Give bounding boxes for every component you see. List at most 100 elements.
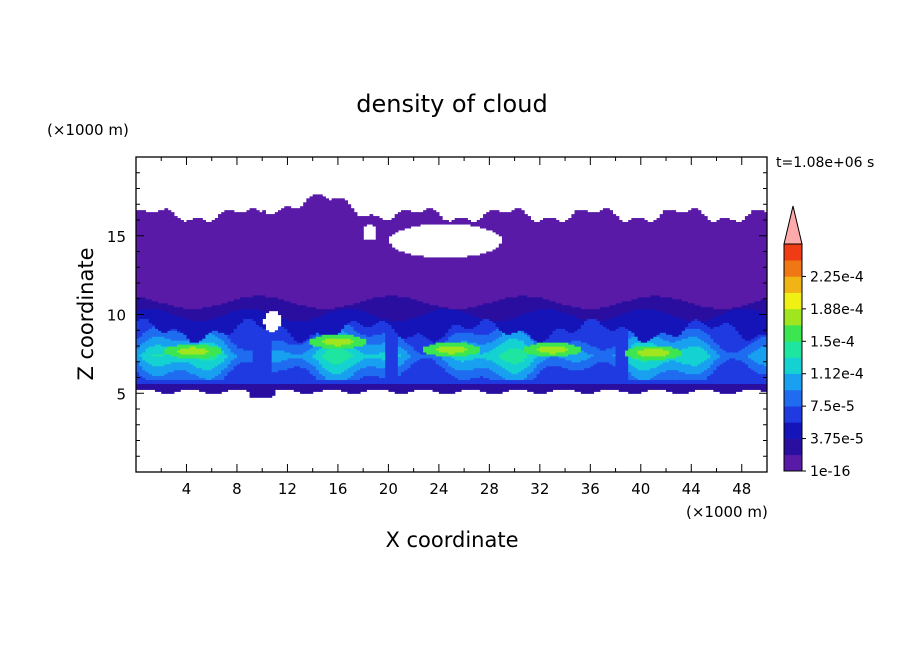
field-cell (167, 283, 172, 286)
field-cell (136, 286, 140, 290)
field-cell (161, 296, 165, 300)
field-cell (158, 225, 162, 229)
field-cell (158, 245, 162, 249)
field-cell (170, 237, 175, 241)
field-cell (151, 357, 156, 361)
field-cell (158, 334, 162, 337)
field-cell (177, 347, 181, 351)
field-cell (151, 320, 156, 323)
field-cell (161, 373, 165, 377)
field-cell (161, 214, 165, 217)
field-cell (158, 279, 162, 282)
field-cell (158, 220, 162, 223)
field-cell (161, 375, 165, 379)
field-cell (164, 265, 169, 268)
field-cell (158, 304, 162, 308)
field-cell (136, 340, 140, 343)
field-cell (170, 391, 175, 394)
field-cell (164, 389, 169, 392)
field-cell (170, 216, 175, 219)
field-cell (177, 344, 181, 347)
field-cell (164, 371, 169, 375)
field-cell (164, 316, 169, 320)
field-cell (148, 367, 153, 371)
field-cell (164, 383, 169, 386)
field-cell (164, 379, 169, 383)
field-cell (167, 330, 172, 333)
field-cell (161, 298, 165, 302)
field-cell (151, 253, 156, 257)
field-cell (139, 227, 143, 231)
field-cell (139, 283, 143, 286)
field-cell (151, 342, 156, 345)
field-cell (158, 336, 162, 339)
field-cell (145, 233, 150, 237)
field-cell (142, 288, 147, 292)
field-cell (139, 349, 143, 353)
field-cell (161, 243, 165, 247)
field-cell (145, 294, 150, 298)
field-cell (164, 286, 169, 290)
field-cell (151, 365, 156, 369)
field-cell (158, 389, 162, 392)
field-cell (139, 245, 143, 249)
field-cell (173, 286, 178, 290)
field-cell (167, 227, 172, 231)
field-cell (142, 275, 147, 278)
field-cell (173, 355, 178, 359)
field-cell (170, 310, 175, 314)
field-cell (161, 351, 165, 355)
field-cell (173, 216, 178, 219)
field-cell (139, 373, 143, 377)
field-cell (136, 344, 140, 347)
field-cell (145, 347, 150, 351)
field-cell (170, 233, 175, 237)
field-cell (145, 249, 150, 253)
field-cell (158, 235, 162, 239)
field-cell (151, 340, 156, 343)
field-cell (167, 245, 172, 249)
field-cell (151, 332, 156, 335)
field-cell (151, 298, 156, 302)
field-cell (170, 231, 175, 235)
field-cell (164, 304, 169, 308)
field-cell (151, 218, 156, 221)
field-cell (173, 361, 178, 365)
field-cell (148, 233, 153, 237)
field-cell (170, 387, 175, 390)
field-cell (173, 227, 178, 231)
field-cell (139, 326, 143, 329)
field-cell (148, 220, 153, 223)
field-cell (158, 330, 162, 333)
field-cell (161, 281, 165, 284)
field-cell (136, 277, 140, 280)
field-cell (145, 231, 150, 235)
field-cell (173, 322, 178, 325)
field-cell (158, 249, 162, 253)
field-cell (161, 255, 165, 259)
field-cell (142, 247, 147, 251)
field-cell (161, 357, 165, 361)
field-cell (164, 391, 169, 394)
field-cell (145, 377, 150, 381)
field-cell (148, 342, 153, 345)
field-cell (161, 308, 165, 312)
field-cell (161, 239, 165, 243)
field-cell (164, 216, 169, 219)
field-cell (173, 284, 178, 288)
field-cell (136, 359, 140, 363)
field-cell (173, 324, 178, 327)
field-cell (154, 347, 159, 351)
field-cell (139, 237, 143, 241)
field-cell (145, 220, 150, 223)
field-cell (142, 324, 147, 327)
field-cell (151, 308, 156, 312)
field-cell (177, 324, 181, 327)
field-cell (173, 233, 178, 237)
field-cell (161, 279, 165, 282)
field-cell (262, 324, 266, 327)
field-cell (154, 296, 159, 300)
field-cell (142, 302, 147, 306)
field-cell (148, 363, 153, 367)
field-cell (177, 306, 181, 310)
